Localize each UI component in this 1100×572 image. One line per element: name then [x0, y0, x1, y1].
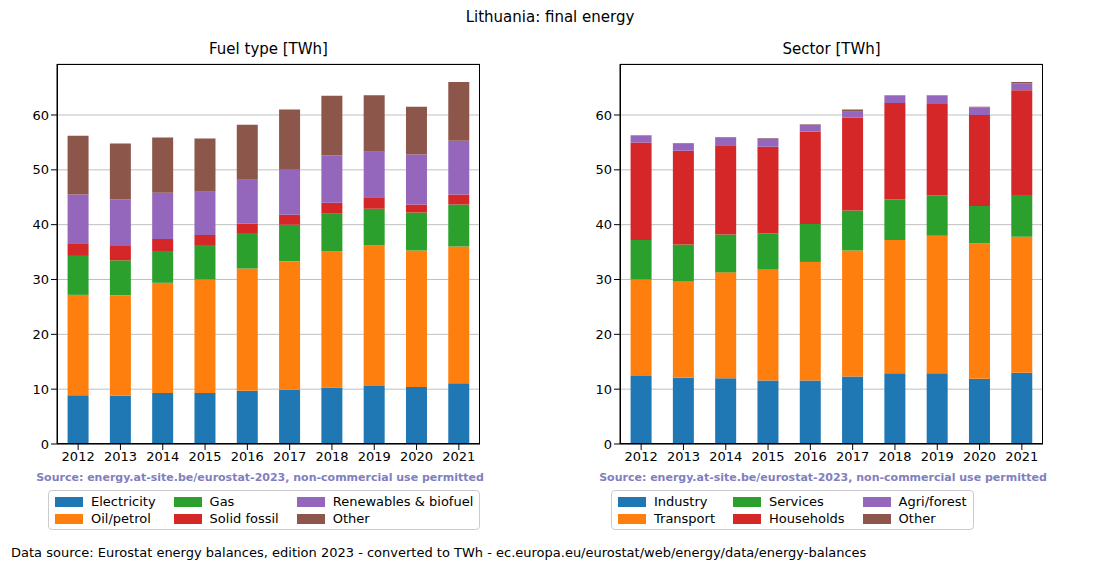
- html-text:Data source: Eurostat energy b: Data source: Eurostat energy balances, e…: [11, 545, 867, 560]
- html-text:Services: Services: [769, 494, 824, 509]
- svg-text:2019: 2019: [358, 449, 391, 464]
- html-text:Solid fossil: Solid fossil: [209, 511, 279, 526]
- html-text:Source: energy.at-site.be/euro: Source: energy.at-site.be/eurostat-2023,…: [599, 471, 1047, 484]
- svg-text:50: 50: [32, 162, 49, 177]
- svg-text:2014: 2014: [709, 449, 742, 464]
- html-text:Other: Other: [332, 511, 370, 526]
- svg-text:50: 50: [595, 162, 612, 177]
- html-text:Source: energy.at-site.be/euro: Source: energy.at-site.be/eurostat-2023,…: [36, 471, 484, 484]
- svg-text:2014: 2014: [146, 449, 179, 464]
- html-text:Lithuania: final energy: Lithuania: final energy: [465, 8, 635, 26]
- svg-text:0: 0: [41, 437, 49, 452]
- svg-text:40: 40: [595, 217, 612, 232]
- svg-text:2015: 2015: [189, 449, 222, 464]
- html-text:Electricity: Electricity: [91, 494, 156, 509]
- svg-text:2020: 2020: [400, 449, 433, 464]
- svg-text:2013: 2013: [667, 449, 700, 464]
- svg-text:20: 20: [32, 327, 49, 342]
- svg-text:2017: 2017: [836, 449, 869, 464]
- svg-text:2018: 2018: [315, 449, 348, 464]
- svg-text:2020: 2020: [963, 449, 996, 464]
- svg-text:0: 0: [604, 437, 612, 452]
- svg-text:2021: 2021: [1005, 449, 1038, 464]
- svg-text:2015: 2015: [752, 449, 785, 464]
- svg-text:2021: 2021: [442, 449, 475, 464]
- html-text:Other: Other: [898, 511, 936, 526]
- html-text:Fuel type [TWh]: Fuel type [TWh]: [209, 40, 328, 58]
- svg-text:60: 60: [32, 108, 49, 123]
- html-text:Renewables & biofuel: Renewables & biofuel: [332, 494, 474, 509]
- svg-text:20: 20: [595, 327, 612, 342]
- html-text:Oil/petrol: Oil/petrol: [91, 511, 151, 526]
- svg-text:2016: 2016: [231, 449, 264, 464]
- svg-text:2018: 2018: [878, 449, 911, 464]
- svg-text:2016: 2016: [794, 449, 827, 464]
- html-text:Industry: Industry: [654, 494, 708, 509]
- svg-text:30: 30: [32, 272, 49, 287]
- svg-text:2017: 2017: [273, 449, 306, 464]
- html-text:Sector [TWh]: Sector [TWh]: [782, 40, 881, 58]
- svg-text:60: 60: [595, 108, 612, 123]
- svg-text:30: 30: [595, 272, 612, 287]
- svg-text:2012: 2012: [62, 449, 95, 464]
- html-text:Transport: Transport: [654, 511, 715, 526]
- svg-text:2012: 2012: [625, 449, 658, 464]
- svg-text:10: 10: [595, 382, 612, 397]
- svg-text:40: 40: [32, 217, 49, 232]
- svg-text:10: 10: [32, 382, 49, 397]
- svg-text:2019: 2019: [921, 449, 954, 464]
- html-text:Agri/forest: Agri/forest: [898, 494, 967, 509]
- svg-text:2013: 2013: [104, 449, 137, 464]
- html-text:Households: Households: [769, 511, 845, 526]
- html-text:Gas: Gas: [209, 494, 235, 509]
